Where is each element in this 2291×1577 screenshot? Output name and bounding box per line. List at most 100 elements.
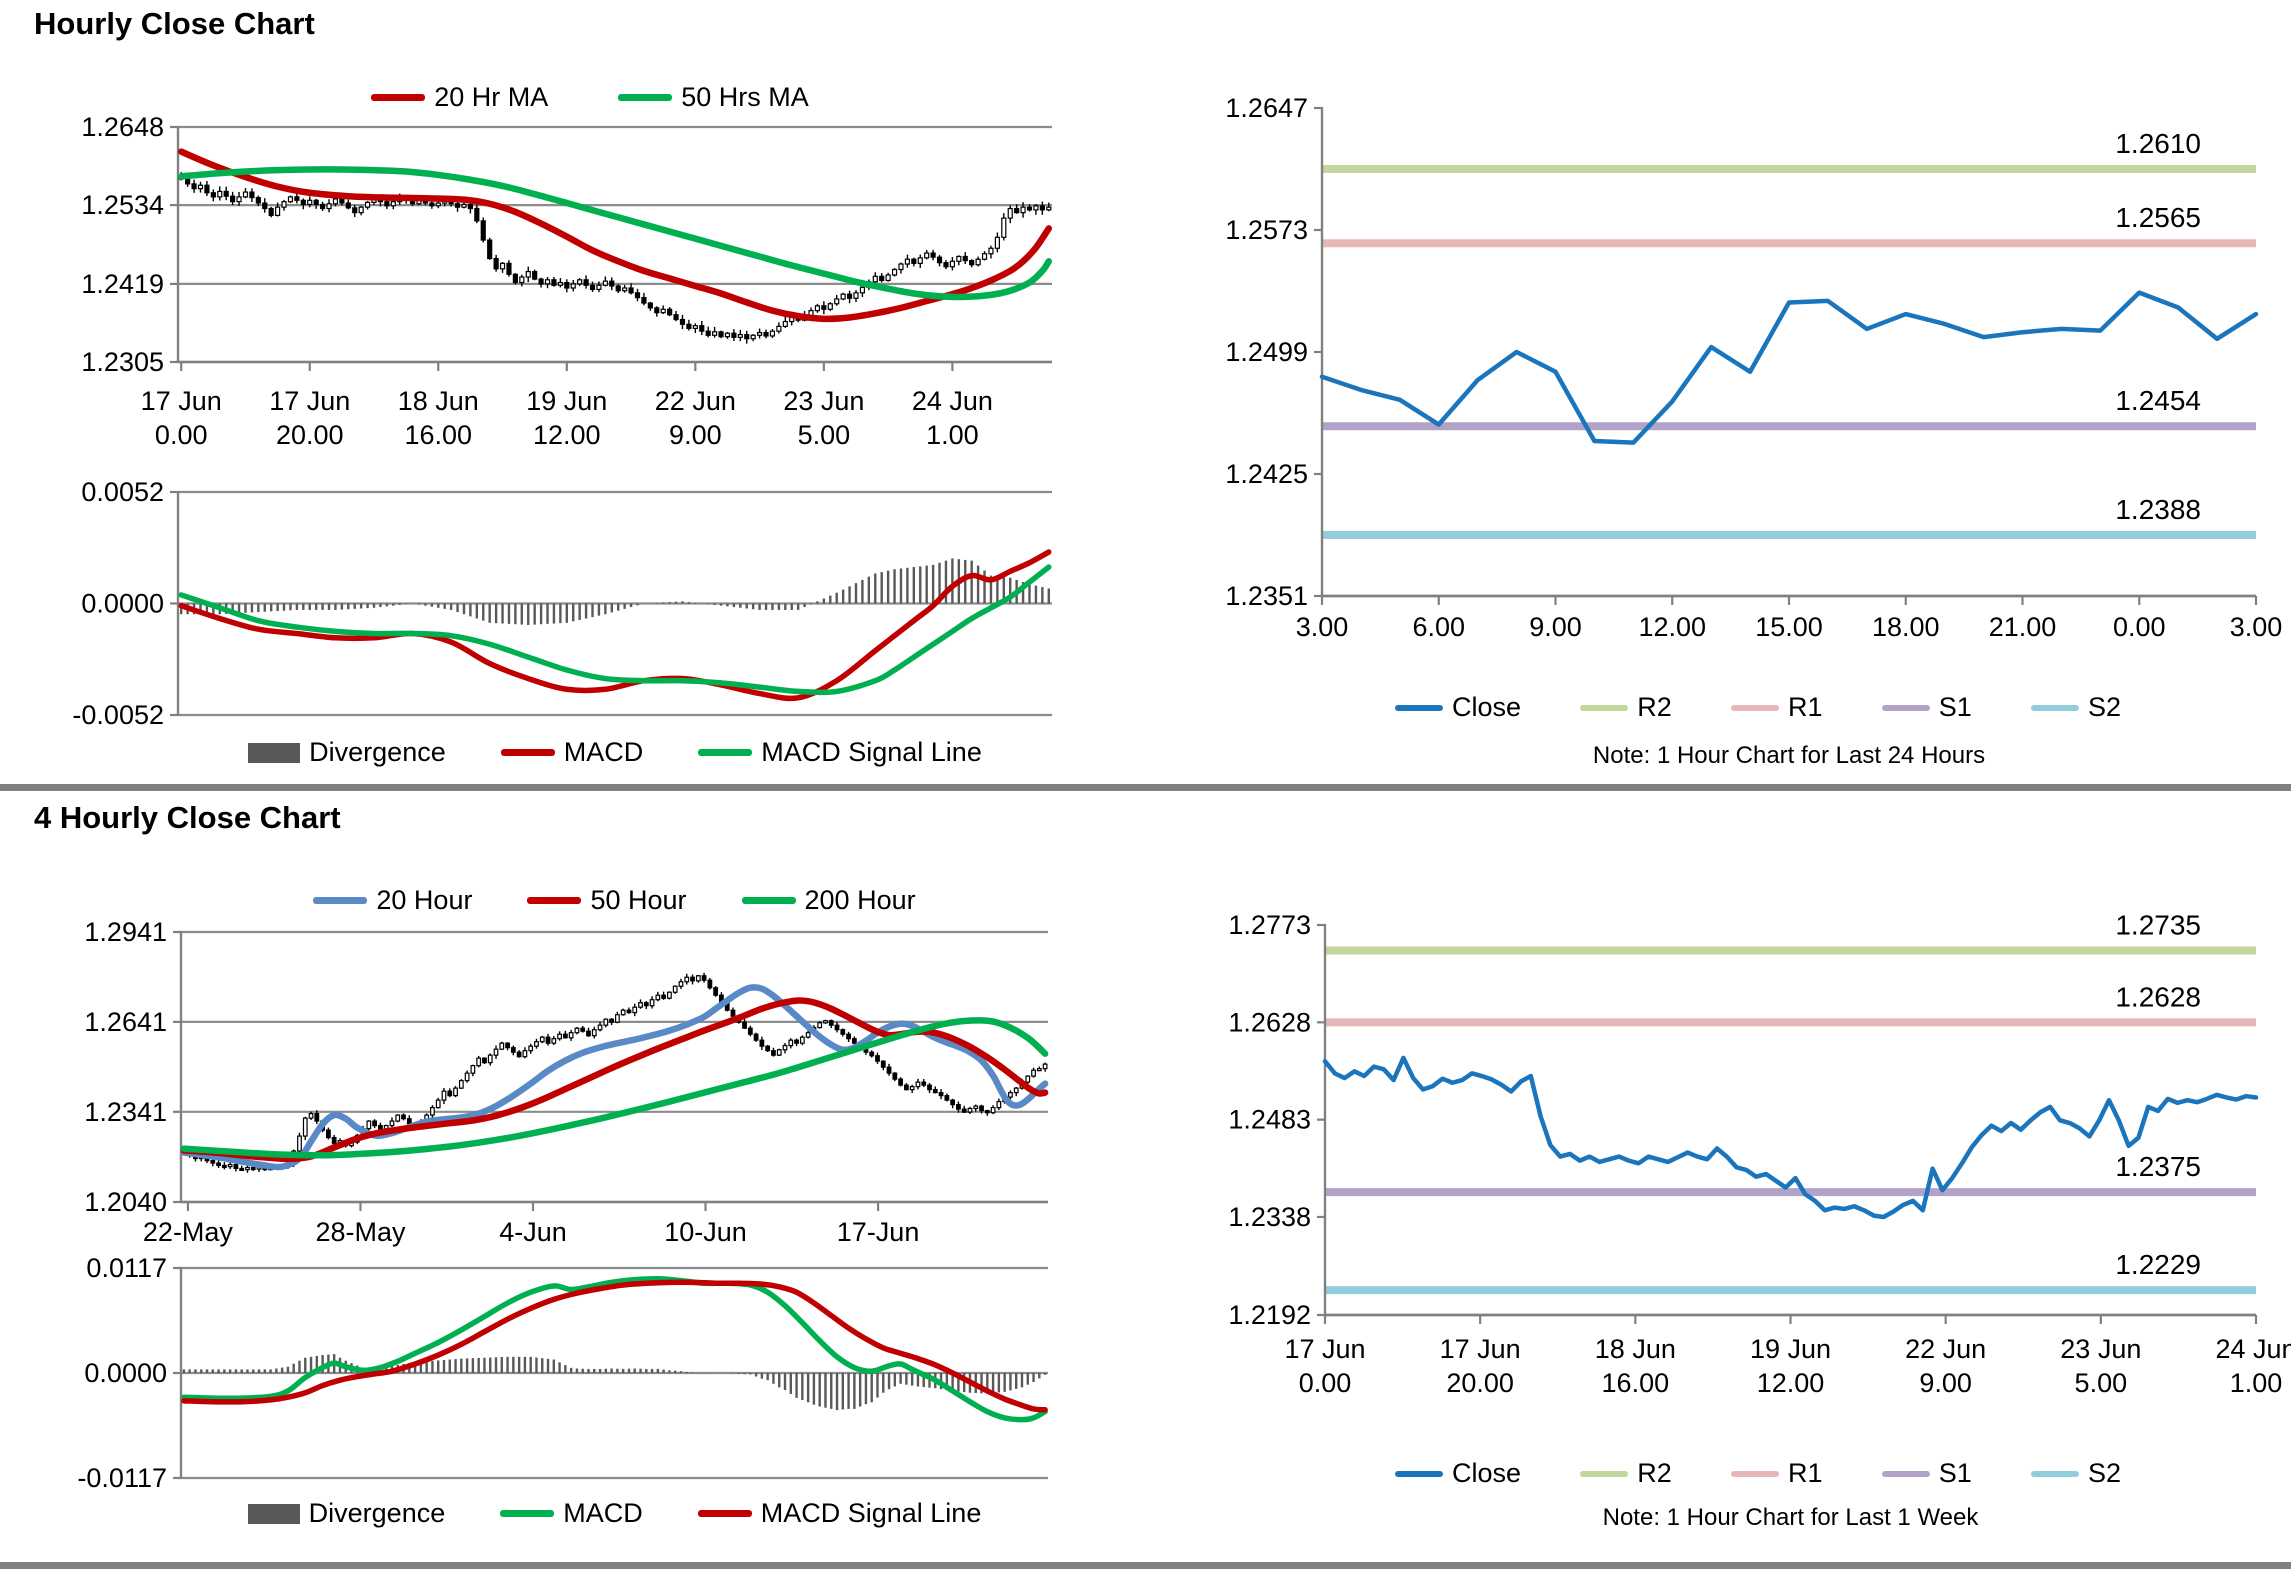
tick-label: 1.00 <box>926 420 979 450</box>
tick-label: 1.2454 <box>2115 385 2201 416</box>
tick-label: 1.2419 <box>81 269 164 299</box>
hourly-chart-title: Hourly Close Chart <box>34 6 315 41</box>
legend-line-swatch <box>1730 704 1779 711</box>
tick-label: 20.00 <box>1446 1368 1514 1398</box>
section-divider <box>0 784 2291 791</box>
legend-item-r2: R2 <box>1580 1458 1672 1489</box>
hourly-support-resistance-chart: 1.2610 1.2565 1.2454 1.2388 1.2647 1.2573 1.24… <box>1225 93 2282 642</box>
legend-label: MACD Signal Line <box>761 737 982 767</box>
tick-label: 16.00 <box>404 420 472 450</box>
hourly-macd-legend: Divergence MACD MACD Signal Line <box>178 737 1052 768</box>
tick-label: 1.2628 <box>1228 1007 1311 1037</box>
legend-item-r1: R1 <box>1730 1458 1823 1489</box>
four-hourly-macd-legend: Divergence MACD MACD Signal Line <box>181 1498 1048 1529</box>
legend-item-200-hour: 200 Hour <box>741 885 916 916</box>
tick-label: 0.00 <box>155 420 208 450</box>
tick-label: 19 Jun <box>526 386 607 416</box>
four-hourly-price-legend: 20 Hour 50 Hour 200 Hour <box>181 885 1048 916</box>
legend-box-swatch <box>247 1503 300 1524</box>
legend-line-swatch <box>697 1510 752 1517</box>
hourly-price-legend: 20 Hr MA 50 Hrs MA <box>0 82 1180 113</box>
tick-label: 6.00 <box>1412 612 1465 642</box>
tick-label: 1.2388 <box>2115 494 2201 525</box>
tick-label: 1.00 <box>2230 1368 2283 1398</box>
tick-label: 0.00 <box>2113 612 2166 642</box>
hourly-macd-chart: 0.0052 0.0000 -0.0052 <box>72 477 1052 730</box>
tick-label: 15.00 <box>1755 612 1823 642</box>
tick-label: 23 Jun <box>2060 1334 2141 1364</box>
legend-item-close: Close <box>1395 692 1521 723</box>
tick-label: 1.2341 <box>84 1097 167 1127</box>
tick-label: 17 Jun <box>141 386 222 416</box>
hourly-price-chart: 1.2648 1.2534 1.2419 1.2305 17 Jun 0.00 17 Jun… <box>81 112 1053 450</box>
legend-item-s1: S1 <box>1881 692 1972 723</box>
tick-label: 10-Jun <box>664 1217 747 1247</box>
tick-label: 22 Jun <box>655 386 736 416</box>
tick-label: 0.00 <box>1299 1368 1352 1398</box>
legend-line-swatch <box>2030 1470 2079 1477</box>
tick-label: 1.2941 <box>84 917 167 947</box>
tick-label: 1.2483 <box>1228 1105 1311 1135</box>
tick-label: 1.2351 <box>1225 581 1308 611</box>
legend-item-20-hr-ma: 20 Hr MA <box>371 82 548 113</box>
legend-line-swatch <box>2030 704 2079 711</box>
legend-item-macd: MACD <box>500 737 644 768</box>
tick-label: 1.2641 <box>84 1007 167 1037</box>
legend-line-swatch <box>698 749 753 756</box>
tick-label: 3.00 <box>1296 612 1349 642</box>
legend-label: S2 <box>2087 692 2121 722</box>
legend-item-r1: R1 <box>1730 692 1823 723</box>
tick-label: 0.0052 <box>81 477 164 507</box>
legend-item-r2: R2 <box>1580 692 1672 723</box>
legend-item-50-hrs-ma: 50 Hrs MA <box>618 82 809 113</box>
tick-label: 19 Jun <box>1750 1334 1831 1364</box>
tick-label: 1.2499 <box>1225 337 1308 367</box>
legend-line-swatch <box>1395 1470 1443 1477</box>
tick-label: 0.0117 <box>86 1253 167 1283</box>
four-hourly-support-resistance-chart: 1.2735 1.2628 1.2375 1.2229 1.2773 1.2628 1.24… <box>1228 910 2291 1398</box>
legend-line-swatch <box>371 94 426 101</box>
legend-label: Close <box>1452 692 1522 722</box>
tick-label: 23 Jun <box>783 386 864 416</box>
four-hourly-chart-title: 4 Hourly Close Chart <box>34 800 341 835</box>
legend-label: R2 <box>1637 1458 1672 1488</box>
tick-label: 5.00 <box>2075 1368 2128 1398</box>
legend-label: Close <box>1452 1458 1522 1488</box>
tick-label: 18.00 <box>1872 612 1940 642</box>
legend-box-swatch <box>248 742 301 763</box>
tick-label: 17 Jun <box>1440 1334 1521 1364</box>
tick-label: 1.2192 <box>1228 1300 1311 1330</box>
tick-label: 17 Jun <box>1284 1334 1365 1364</box>
tick-label: -0.0117 <box>77 1463 167 1493</box>
legend-item-20-hour: 20 Hour <box>313 885 472 916</box>
four-hourly-sr-legend: Close R2 R1 S1 S2 <box>1395 1458 2121 1489</box>
tick-label: 1.2425 <box>1225 459 1308 489</box>
legend-line-swatch <box>1395 704 1443 711</box>
tick-label: 4-Jun <box>499 1217 567 1247</box>
legend-label: 50 Hrs MA <box>681 82 809 112</box>
tick-label: 9.00 <box>1919 1368 1972 1398</box>
tick-label: 1.2534 <box>81 190 164 220</box>
tick-label: 3.00 <box>2230 612 2283 642</box>
legend-label: MACD <box>563 737 644 767</box>
tick-label: 18 Jun <box>1595 1334 1676 1364</box>
tick-label: 1.2040 <box>84 1187 167 1217</box>
tick-label: 12.00 <box>1757 1368 1825 1398</box>
legend-label: MACD Signal Line <box>760 1498 982 1528</box>
legend-line-swatch <box>618 94 673 101</box>
tick-label: 24 Jun <box>912 386 993 416</box>
tick-label: 0.0000 <box>84 1358 167 1388</box>
tick-label: 1.2338 <box>1228 1202 1311 1232</box>
legend-line-swatch <box>1881 704 1930 711</box>
hourly-sr-legend: Close R2 R1 S1 S2 <box>1395 692 2121 723</box>
tick-label: 1.2375 <box>2115 1151 2201 1182</box>
tick-label: 20.00 <box>276 420 344 450</box>
legend-label: 20 Hour <box>376 885 473 915</box>
tick-label: 22 Jun <box>1905 1334 1986 1364</box>
legend-label: Divergence <box>308 1498 446 1528</box>
tick-label: -0.0052 <box>72 700 164 730</box>
tick-label: 18 Jun <box>398 386 479 416</box>
tick-label: 1.2610 <box>2115 128 2201 159</box>
